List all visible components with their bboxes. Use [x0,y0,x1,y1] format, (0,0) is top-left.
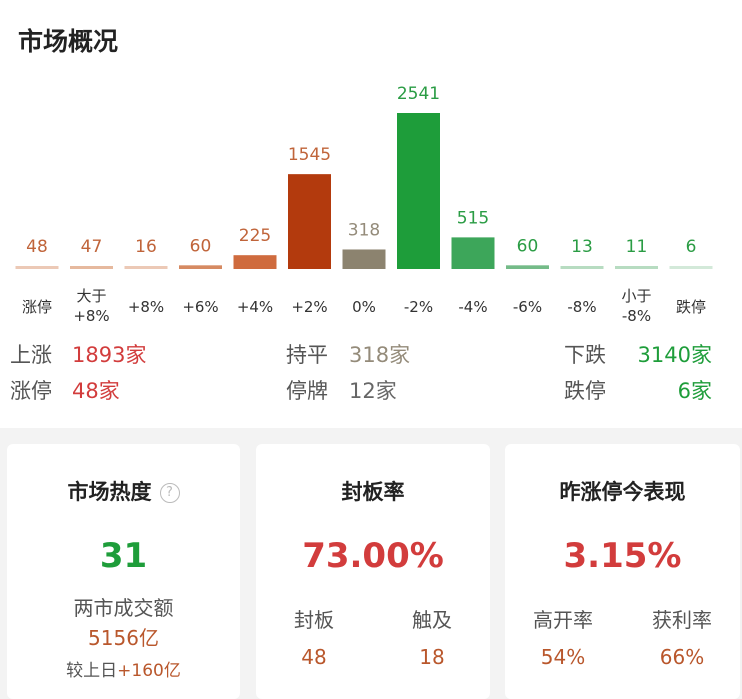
category-label-5: +2% [291,298,327,316]
profit-value: 66% [659,645,705,669]
market-heat-card[interactable]: 市场热度? 31 两市成交额 5156亿 较上日+160亿 [7,444,240,699]
bar-3 [179,265,222,269]
bar-8 [451,237,495,269]
compare-value: +160亿 [117,661,181,681]
limit-down-label: 跌停 [564,379,606,403]
category-label-8: -4% [458,298,487,316]
bar-value-label-4: 225 [239,226,271,246]
sealed-label: 封板 [294,608,334,632]
bar-1 [70,266,113,269]
bar-value-label-1: 47 [81,237,103,257]
category-label-10: -8% [567,298,596,316]
bar-value-label-0: 48 [26,237,48,257]
bar-value-label-5: 1545 [288,145,331,165]
bar-value-label-9: 60 [517,236,539,256]
category-label-12: 跌停 [676,298,706,316]
fall-label: 下跌 [564,343,606,367]
seal-rate-card[interactable]: 封板率 73.00% 封板 48 触及 18 [256,444,490,699]
fall-value: 3140家 [637,343,712,367]
yesterday-title: 昨涨停今表现 [559,480,686,504]
bar-9 [506,265,549,269]
bar-value-label-3: 60 [190,236,212,256]
touched-label: 触及 [412,608,452,632]
bar-10 [560,266,604,269]
category-label-4: +4% [237,298,273,316]
bar-7 [397,113,440,269]
bar-4 [233,255,277,269]
compare-label: 较上日 [66,661,118,681]
category-label-2: +8% [128,298,164,316]
seal-rate-title: 封板率 [341,480,405,504]
market-heat-value: 31 [99,536,148,576]
market-heat-title-text: 市场热度 [67,480,152,504]
bar-2 [124,266,168,269]
bar-6 [342,249,386,269]
profit-label: 获利率 [652,608,712,632]
bar-11 [615,266,658,269]
category-label-9: -6% [513,298,542,316]
bar-12 [669,266,713,269]
sealed-value: 48 [301,645,327,669]
bar-value-label-6: 318 [348,220,380,240]
bar-5 [288,174,331,269]
bar-value-label-12: 6 [686,237,697,257]
bar-value-label-11: 11 [626,237,648,257]
category-label-6: 0% [352,298,376,316]
category-label-0: 涨停 [22,298,52,316]
page-title: 市场概况 [18,27,119,56]
seal-rate-value: 73.00% [302,536,444,576]
limit-down-value: 6家 [677,379,712,403]
rise-label: 上涨 [10,343,52,367]
market-overview-panel: 市场概况 48 涨停 47 大于+8% 16 +8% 60 +6% 225 +4% 1545 +2% 3… [0,0,742,428]
suspend-label: 停牌 [286,379,328,403]
bar-value-label-7: 2541 [397,84,440,104]
open-high-value: 54% [540,645,586,669]
category-label-11: 小于-8% [621,287,651,325]
category-label-7: -2% [404,298,433,316]
limit-up-label: 涨停 [10,379,52,403]
yesterday-limit-up-card[interactable]: 昨涨停今表现 3.15% 高开率 54% 获利率 66% [505,444,740,699]
turnover-label: 两市成交额 [73,596,174,620]
category-label-1: 大于+8% [73,287,109,325]
turnover-compare: 较上日+160亿 [7,656,240,681]
bar-value-label-8: 515 [457,208,489,228]
distribution-bar-chart: 48 涨停 47 大于+8% 16 +8% 60 +6% 225 +4% 1545 +2% 318 0% 2… [15,84,713,325]
flat-value: 318家 [349,343,411,367]
bar-value-label-2: 16 [135,237,157,257]
rise-value: 1893家 [72,343,147,367]
market-heat-title: 市场热度? [7,476,240,506]
limit-up-value: 48家 [72,379,120,403]
bar-0 [15,266,59,269]
yesterday-value: 3.15% [563,536,682,576]
flat-label: 持平 [286,343,328,367]
category-label-3: +6% [182,298,218,316]
suspend-value: 12家 [349,379,397,403]
touched-value: 18 [419,645,445,669]
bar-value-label-10: 13 [571,237,593,257]
help-icon[interactable]: ? [159,483,180,503]
open-high-label: 高开率 [533,608,593,632]
turnover-value: 5156亿 [88,626,159,650]
